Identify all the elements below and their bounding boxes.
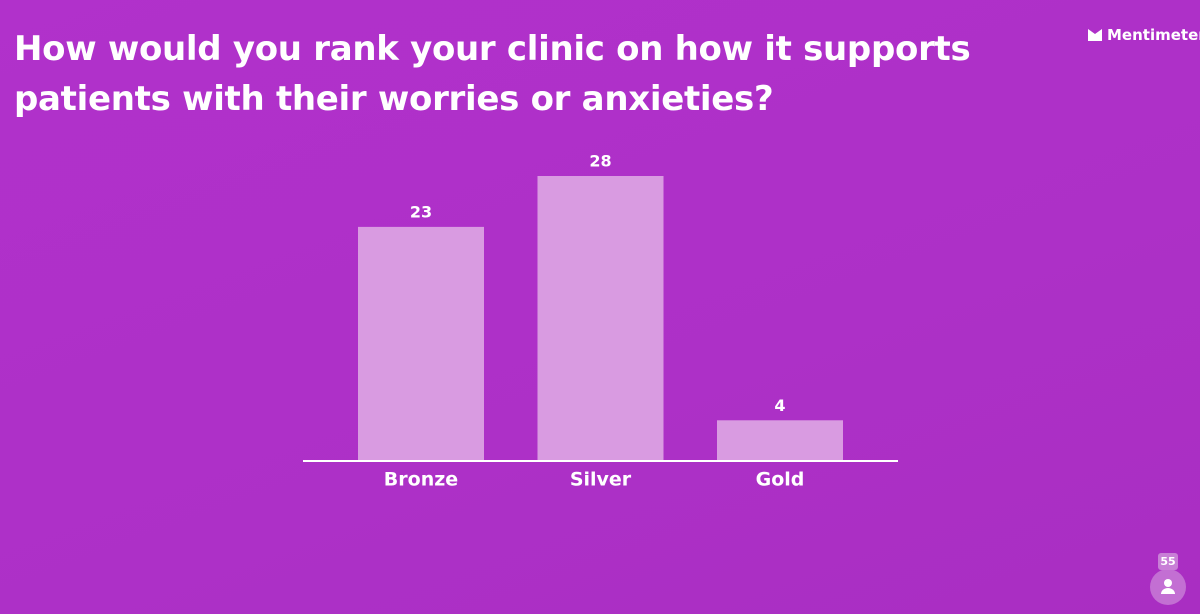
- user-icon: [1161, 579, 1175, 594]
- brand-icon: [1088, 29, 1102, 41]
- category-label: Bronze: [384, 469, 458, 491]
- category-label: Gold: [756, 469, 805, 491]
- bar: [717, 420, 843, 461]
- category-label: Silver: [570, 469, 632, 491]
- brand-logo: Mentimeter: [1088, 26, 1200, 44]
- slide-title: How would you rank your clinic on how it…: [14, 29, 971, 119]
- value-label: 28: [589, 152, 611, 171]
- bar: [358, 226, 484, 461]
- participant-count: 55: [1158, 553, 1178, 570]
- participants-button[interactable]: [1150, 569, 1186, 605]
- value-label: 4: [774, 396, 785, 415]
- bar: [537, 176, 664, 461]
- brand-name: Mentimeter: [1107, 26, 1200, 44]
- value-label: 23: [410, 202, 432, 221]
